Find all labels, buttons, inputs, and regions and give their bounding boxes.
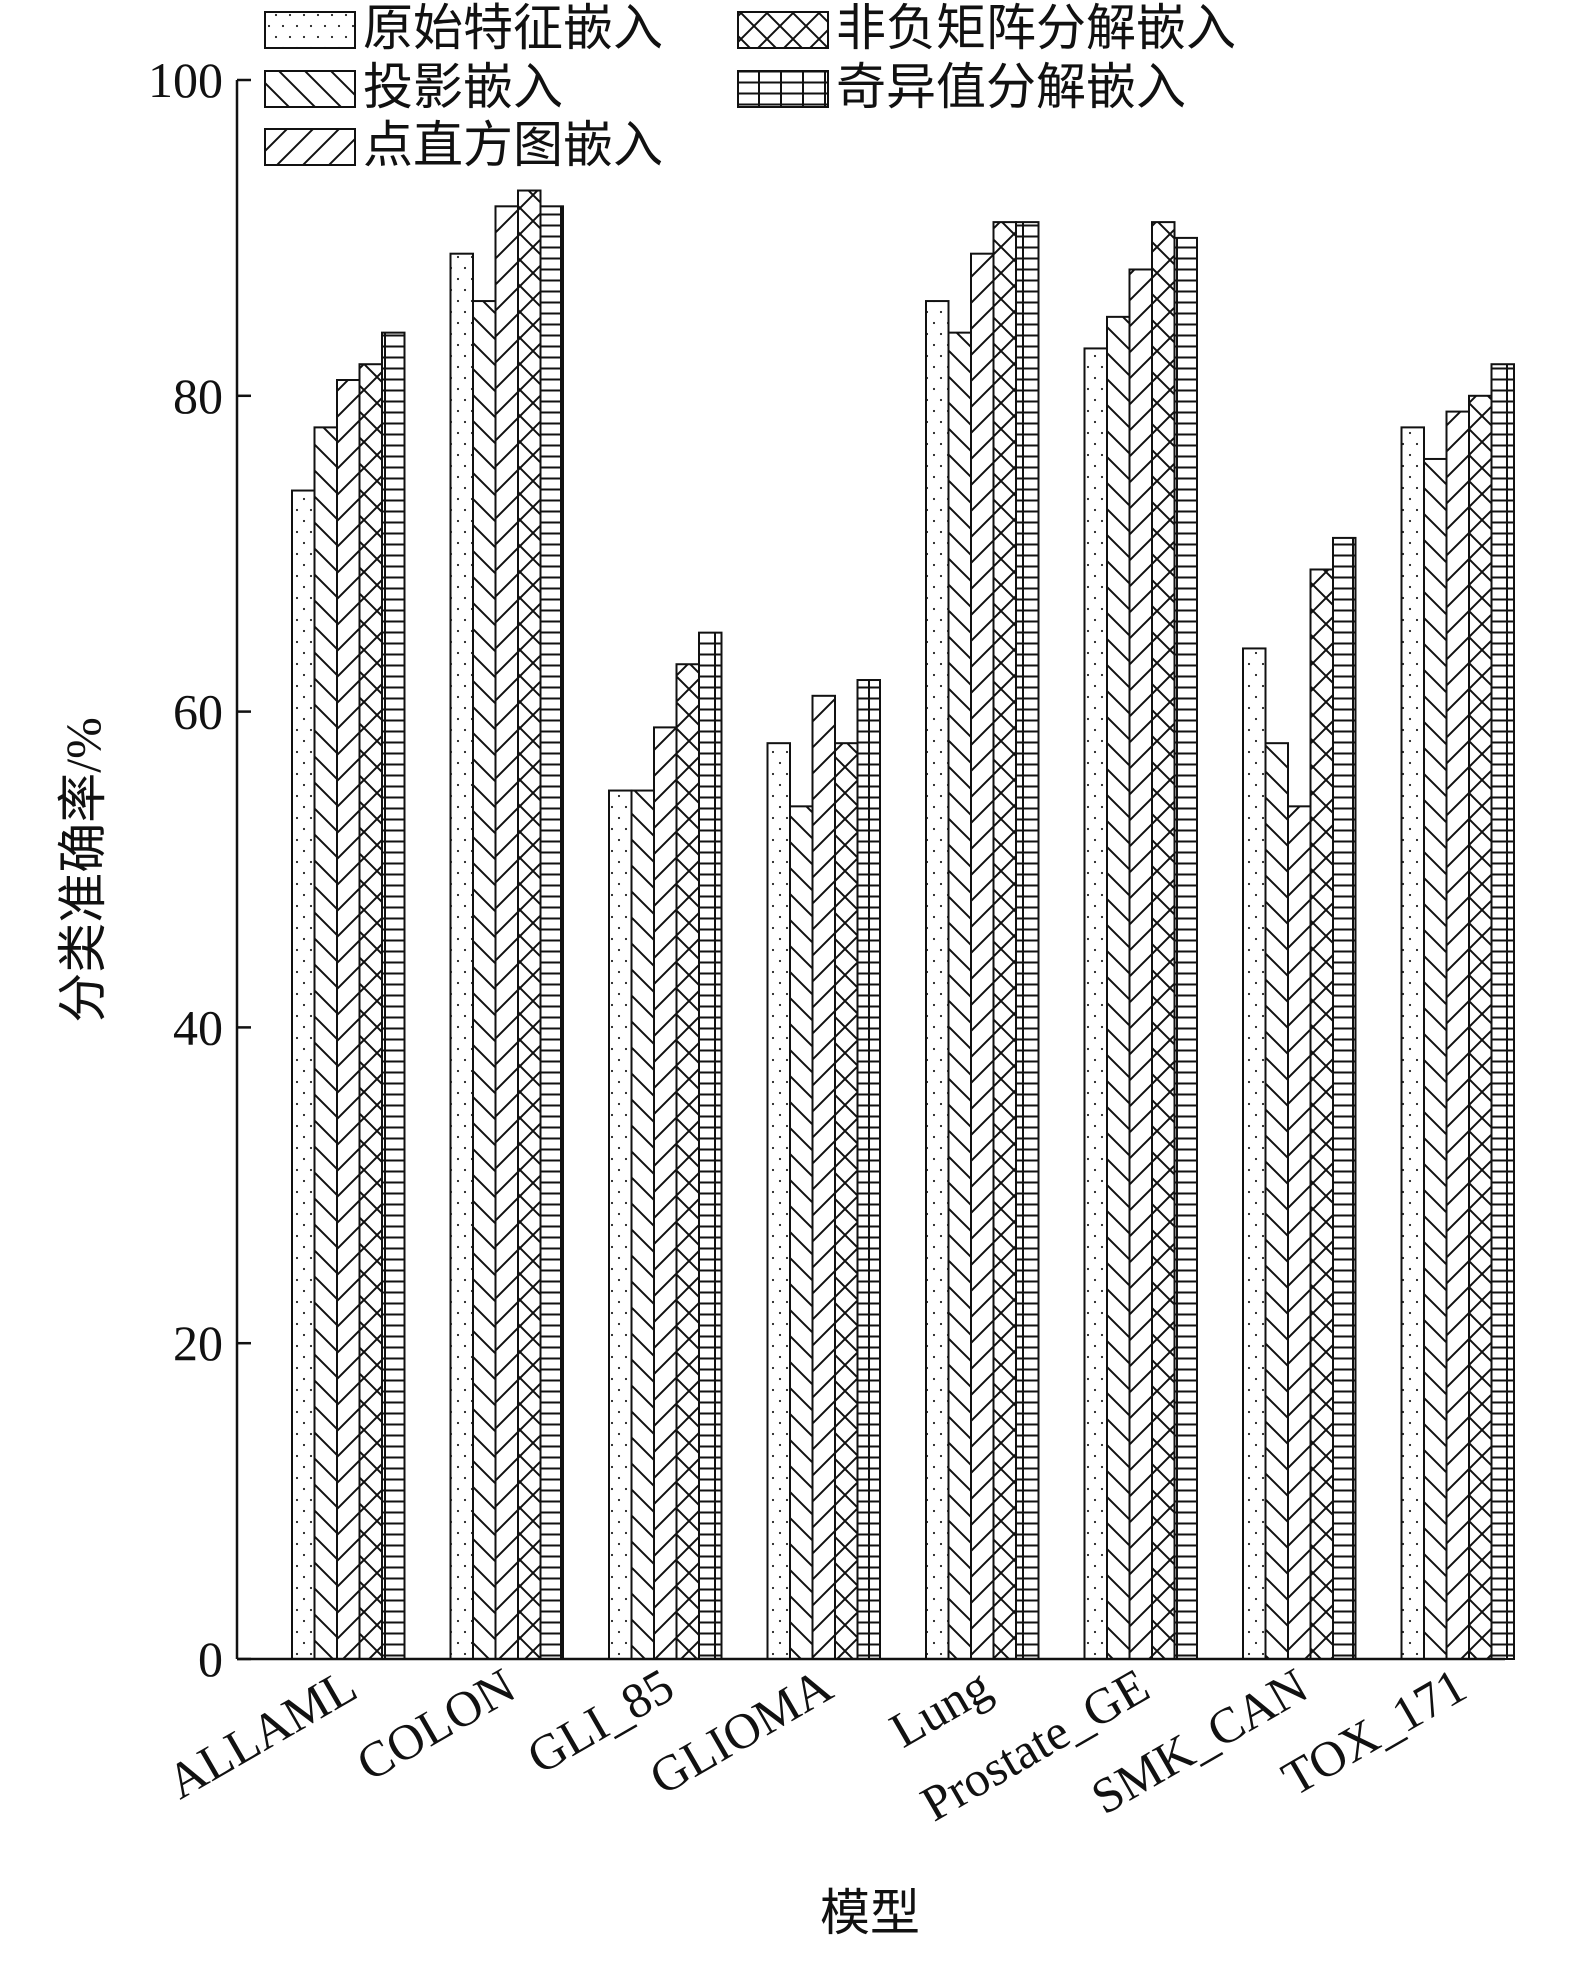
bar-COLON-2 bbox=[494, 205, 519, 1661]
y-tick-label-0: 0 bbox=[198, 1631, 223, 1687]
bar-Lung-0 bbox=[925, 300, 950, 1660]
legend-label-3: 非负矩阵分解嵌入 bbox=[836, 0, 1236, 56]
bar-Lung-4 bbox=[1015, 221, 1040, 1661]
bar-GLIOMA-2 bbox=[811, 694, 836, 1660]
x-tick-label-COLON: COLON bbox=[347, 1657, 524, 1792]
bar-GLI_85-0 bbox=[608, 789, 633, 1660]
bar-TOX_171-2 bbox=[1445, 410, 1470, 1661]
x-tick-label-GLIOMA: GLIOMA bbox=[640, 1657, 841, 1805]
bar-SMK_CAN-4 bbox=[1332, 536, 1357, 1660]
bar-ALLAML-2 bbox=[336, 379, 361, 1660]
bar-Lung-1 bbox=[947, 331, 972, 1660]
bar-Prostate_GE-2 bbox=[1128, 268, 1153, 1661]
bar-TOX_171-0 bbox=[1400, 426, 1425, 1660]
bar-ALLAML-4 bbox=[381, 331, 406, 1660]
legend-swatch-4 bbox=[737, 70, 829, 108]
bar-SMK_CAN-3 bbox=[1309, 568, 1334, 1660]
bar-GLI_85-2 bbox=[653, 726, 678, 1660]
bar-GLIOMA-1 bbox=[789, 805, 814, 1660]
legend-swatch-2 bbox=[264, 128, 356, 166]
y-tick-label-60: 60 bbox=[173, 684, 223, 740]
bar-SMK_CAN-0 bbox=[1242, 647, 1267, 1660]
legend-label-4: 奇异值分解嵌入 bbox=[836, 59, 1186, 115]
bar-Prostate_GE-0 bbox=[1083, 347, 1108, 1660]
bar-GLIOMA-0 bbox=[766, 742, 791, 1660]
bar-GLI_85-4 bbox=[698, 631, 723, 1660]
bar-ALLAML-3 bbox=[358, 363, 383, 1661]
y-tick-label-100: 100 bbox=[148, 52, 223, 108]
y-tick-label-80: 80 bbox=[173, 368, 223, 424]
legend-swatch-0 bbox=[264, 11, 356, 49]
bar-COLON-3 bbox=[517, 189, 542, 1660]
bar-SMK_CAN-2 bbox=[1287, 805, 1312, 1660]
bar-Prostate_GE-1 bbox=[1106, 315, 1131, 1661]
bar-TOX_171-3 bbox=[1468, 394, 1493, 1660]
bar-SMK_CAN-1 bbox=[1264, 742, 1289, 1660]
bar-Prostate_GE-4 bbox=[1173, 236, 1198, 1660]
bar-Lung-3 bbox=[992, 221, 1017, 1661]
legend-label-2: 点直方图嵌入 bbox=[363, 117, 663, 173]
legend-label-0: 原始特征嵌入 bbox=[363, 0, 663, 56]
y-tick-label-40: 40 bbox=[173, 999, 223, 1055]
x-axis-title: 模型 bbox=[820, 1885, 920, 1941]
bar-Lung-2 bbox=[970, 252, 995, 1661]
axes bbox=[235, 78, 1505, 1661]
bar-COLON-0 bbox=[449, 252, 474, 1661]
bar-COLON-1 bbox=[472, 300, 497, 1660]
y-tick-label-20: 20 bbox=[173, 1315, 223, 1371]
bar-ALLAML-1 bbox=[313, 426, 338, 1660]
x-tick-label-TOX_171: TOX_171 bbox=[1272, 1657, 1475, 1806]
x-tick-label-ALLAML: ALLAML bbox=[157, 1657, 365, 1810]
bar-GLI_85-3 bbox=[675, 663, 700, 1660]
bars bbox=[291, 189, 1515, 1661]
y-axis-title: 分类准确率/% bbox=[55, 717, 111, 1023]
bar-Prostate_GE-3 bbox=[1151, 221, 1176, 1661]
legend-swatch-1 bbox=[264, 70, 356, 108]
bar-COLON-4 bbox=[539, 205, 564, 1661]
bar-GLIOMA-3 bbox=[834, 742, 859, 1660]
legend-label-1: 投影嵌入 bbox=[363, 59, 563, 115]
bar-TOX_171-4 bbox=[1490, 363, 1515, 1661]
bar-GLI_85-1 bbox=[630, 789, 655, 1660]
bar-ALLAML-0 bbox=[291, 489, 316, 1660]
legend-swatch-3 bbox=[737, 11, 829, 49]
bar-GLIOMA-4 bbox=[856, 679, 881, 1660]
bar-TOX_171-1 bbox=[1423, 457, 1448, 1661]
